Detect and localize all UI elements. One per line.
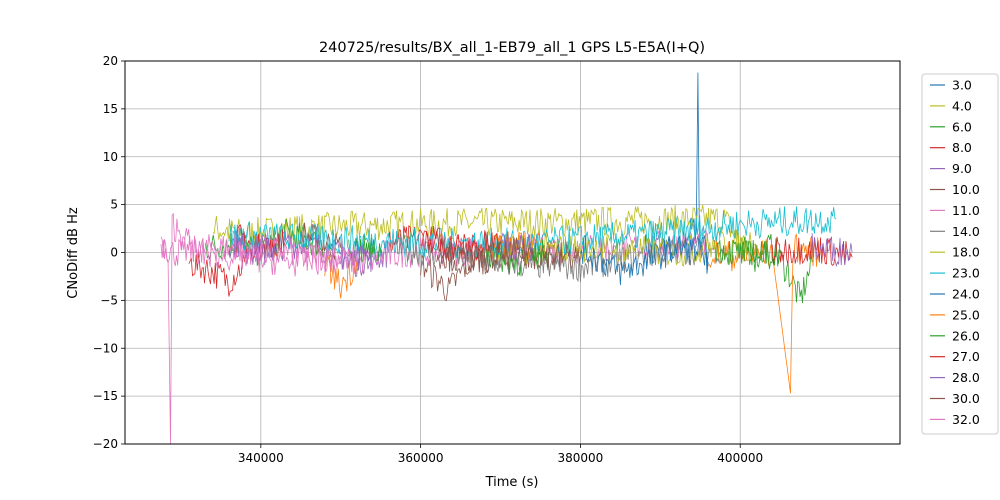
y-tick-label: 10 <box>103 150 118 164</box>
y-tick-label: −15 <box>93 389 118 403</box>
series-line <box>580 234 709 286</box>
x-tick-label: 360000 <box>398 451 444 465</box>
series-line <box>436 237 581 275</box>
series-14.0 <box>396 233 725 283</box>
y-axis: −20 −15 −10 −5 0 5 10 15 20 <box>93 54 125 451</box>
y-tick-label: −20 <box>93 437 118 451</box>
series-line <box>484 239 549 277</box>
legend-label: 3.0 <box>952 78 972 93</box>
legend-label: 4.0 <box>952 98 972 113</box>
series-line <box>420 230 501 261</box>
series-line <box>160 212 358 445</box>
legend-label: 10.0 <box>952 182 980 197</box>
series-line <box>228 206 837 259</box>
legend-label: 24.0 <box>952 287 980 302</box>
series-line <box>811 233 853 268</box>
legend-label: 25.0 <box>952 307 980 322</box>
legend-label: 9.0 <box>952 161 972 176</box>
y-tick-label: 15 <box>103 102 118 116</box>
series-30.0 <box>436 237 581 275</box>
series-layer <box>160 72 853 445</box>
y-tick-label: 20 <box>103 54 118 68</box>
series-line <box>715 239 781 272</box>
legend: 3.0 4.0 6.0 8.0 9.0 10.0 11.0 14.0 18.0 23.0 24.0 2… <box>921 73 999 435</box>
legend-label: 27.0 <box>952 349 980 364</box>
y-tick-label: 0 <box>110 246 118 260</box>
series-line <box>500 231 533 261</box>
legend-label: 14.0 <box>952 224 980 239</box>
series-line <box>188 250 246 297</box>
legend-label: 6.0 <box>952 119 972 134</box>
series-line <box>739 233 813 304</box>
legend-label: 23.0 <box>952 266 980 281</box>
series-line <box>212 204 757 254</box>
chart-title: 240725/results/BX_all_1-EB79_all_1 GPS L… <box>319 40 705 56</box>
x-tick-label: 380000 <box>558 451 604 465</box>
y-tick-label: −5 <box>100 293 118 307</box>
legend-label: 28.0 <box>952 370 980 385</box>
series-4.0 <box>212 204 757 254</box>
legend-label: 32.0 <box>952 412 980 427</box>
x-axis: 340000 360000 380000 400000 <box>238 444 763 465</box>
y-axis-label: CNoDiff dB Hz <box>66 207 81 299</box>
series-line <box>396 233 725 283</box>
y-tick-label: 5 <box>110 198 118 212</box>
legend-label: 11.0 <box>952 203 980 218</box>
series-24.0 <box>580 234 709 286</box>
legend-label: 30.0 <box>952 391 980 406</box>
legend-label: 26.0 <box>952 328 980 343</box>
series-32.0 <box>160 212 358 445</box>
legend-label: 18.0 <box>952 245 980 260</box>
x-tick-label: 340000 <box>238 451 284 465</box>
series-23.0 <box>228 206 837 259</box>
x-axis-label: Time (s) <box>485 475 539 490</box>
legend-frame <box>921 73 999 435</box>
legend-label: 8.0 <box>952 140 972 155</box>
y-tick-label: −10 <box>93 341 118 355</box>
x-tick-label: 400000 <box>717 451 763 465</box>
